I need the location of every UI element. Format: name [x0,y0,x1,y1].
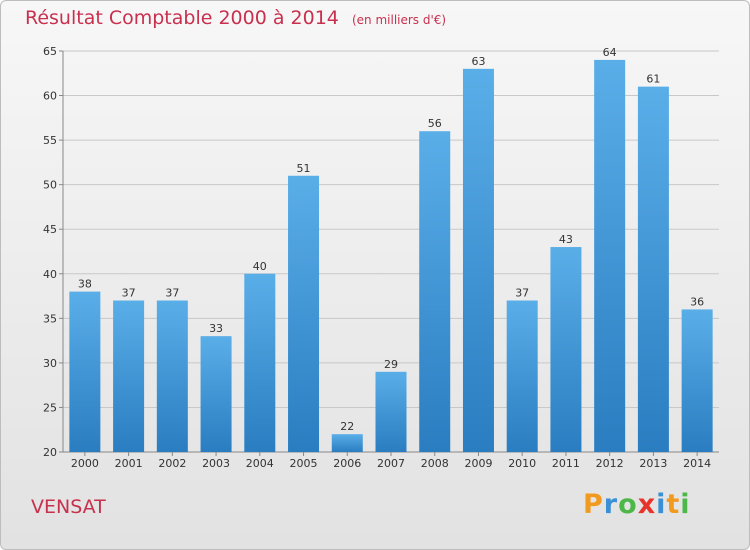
x-tick-label: 2008 [421,457,449,470]
x-tick-label: 2013 [639,457,667,470]
chart-title: Résultat Comptable 2000 à 2014 [25,7,339,29]
bar-value-label: 22 [340,420,354,433]
logo-letter: r [603,489,619,520]
logo-letter: P [583,489,604,520]
x-tick-label: 2006 [333,457,361,470]
bar-value-label: 33 [209,322,223,335]
bar [550,247,582,452]
y-tick-label: 25 [43,401,57,414]
bar-value-label: 56 [428,117,442,130]
bar-value-label: 38 [78,278,92,291]
y-tick-label: 35 [43,312,57,325]
logo-letter: t [666,489,681,520]
logo-letter: i [680,489,691,520]
bar [506,300,538,452]
y-tick-label: 55 [43,134,57,147]
label-layer: 20 25 30 35 40 45 50 55 60 65 38 2000 37 2001 37 2002 33… [43,45,711,470]
x-tick-label: 2010 [508,457,536,470]
bar [113,300,145,452]
y-tick-label: 60 [43,90,57,103]
x-tick-label: 2009 [464,457,492,470]
y-tick-label: 65 [43,45,57,58]
bar [244,273,276,452]
bar [331,434,363,452]
bar-value-label: 37 [122,287,136,300]
bar [156,300,188,452]
x-tick-label: 2002 [158,457,186,470]
bar-value-label: 64 [603,46,617,59]
y-tick-label: 40 [43,268,57,281]
bar [681,309,713,452]
bar-value-label: 61 [646,73,660,86]
bar [594,59,626,453]
bar-value-label: 63 [471,55,485,68]
bar-value-label: 51 [297,162,311,175]
logo-letter: x [637,489,657,520]
x-tick-label: 2000 [71,457,99,470]
bar [419,131,451,452]
logo-letter: o [618,489,638,520]
chart-title-block: Résultat Comptable 2000 à 2014 (en milli… [25,7,446,29]
x-tick-label: 2012 [596,457,624,470]
bar [69,291,101,452]
x-tick-label: 2007 [377,457,405,470]
x-tick-label: 2011 [552,457,580,470]
y-tick-label: 20 [43,446,57,459]
x-tick-label: 2005 [290,457,318,470]
bar-layer [69,59,713,453]
x-tick-label: 2014 [683,457,711,470]
x-tick-label: 2003 [202,457,230,470]
bar-value-label: 43 [559,233,573,246]
y-tick-label: 50 [43,179,57,192]
y-tick-label: 45 [43,223,57,236]
x-tick-label: 2001 [115,457,143,470]
bar [462,68,494,453]
x-tick-label: 2004 [246,457,274,470]
bar [375,371,407,452]
bar-value-label: 37 [165,287,179,300]
y-tick-label: 30 [43,357,57,370]
bar [288,175,320,452]
bar-value-label: 29 [384,358,398,371]
bar [200,336,232,452]
bar-value-label: 40 [253,260,267,273]
proxiti-logo: Proxiti [583,489,691,520]
bar-value-label: 36 [690,295,704,308]
bar-value-label: 37 [515,287,529,300]
commune-name: VENSAT [31,496,106,518]
logo-letter: i [656,489,667,520]
chart-subtitle: (en milliers d'€) [351,13,447,27]
bar [637,86,669,453]
